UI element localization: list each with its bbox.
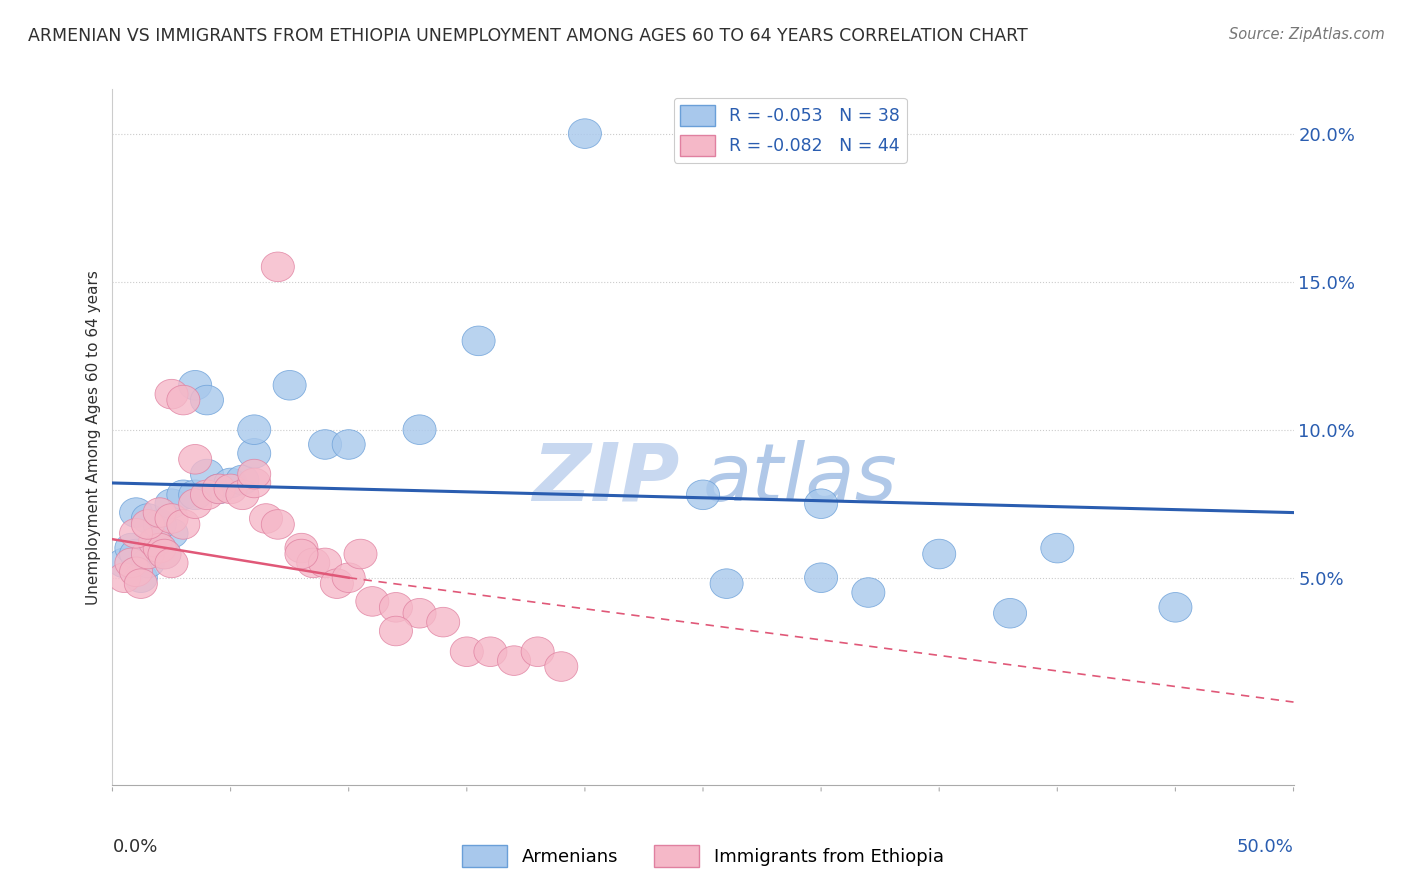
Ellipse shape <box>131 548 165 578</box>
Ellipse shape <box>131 540 165 569</box>
Ellipse shape <box>190 480 224 509</box>
Ellipse shape <box>131 504 165 533</box>
Ellipse shape <box>380 616 412 646</box>
Ellipse shape <box>155 489 188 518</box>
Ellipse shape <box>686 480 720 509</box>
Ellipse shape <box>120 540 153 569</box>
Ellipse shape <box>226 480 259 509</box>
Ellipse shape <box>852 578 884 607</box>
Text: 50.0%: 50.0% <box>1237 838 1294 856</box>
Ellipse shape <box>426 607 460 637</box>
Ellipse shape <box>124 569 157 599</box>
Ellipse shape <box>179 480 212 509</box>
Ellipse shape <box>804 563 838 592</box>
Ellipse shape <box>120 498 153 527</box>
Ellipse shape <box>332 563 366 592</box>
Ellipse shape <box>262 252 294 282</box>
Text: ARMENIAN VS IMMIGRANTS FROM ETHIOPIA UNEMPLOYMENT AMONG AGES 60 TO 64 YEARS CORR: ARMENIAN VS IMMIGRANTS FROM ETHIOPIA UNE… <box>28 27 1028 45</box>
Ellipse shape <box>1040 533 1074 563</box>
Ellipse shape <box>994 599 1026 628</box>
Ellipse shape <box>115 533 148 563</box>
Ellipse shape <box>108 548 141 578</box>
Text: atlas: atlas <box>703 440 898 518</box>
Ellipse shape <box>273 370 307 401</box>
Y-axis label: Unemployment Among Ages 60 to 64 years: Unemployment Among Ages 60 to 64 years <box>86 269 101 605</box>
Ellipse shape <box>238 439 271 468</box>
Ellipse shape <box>344 540 377 569</box>
Ellipse shape <box>179 370 212 401</box>
Ellipse shape <box>190 385 224 415</box>
Ellipse shape <box>167 385 200 415</box>
Ellipse shape <box>138 527 172 557</box>
Ellipse shape <box>214 468 247 498</box>
Ellipse shape <box>922 540 956 569</box>
Ellipse shape <box>356 587 389 616</box>
Text: Source: ZipAtlas.com: Source: ZipAtlas.com <box>1229 27 1385 42</box>
Legend: R = -0.053   N = 38, R = -0.082   N = 44: R = -0.053 N = 38, R = -0.082 N = 44 <box>673 98 907 163</box>
Ellipse shape <box>568 119 602 148</box>
Ellipse shape <box>167 480 200 509</box>
Ellipse shape <box>138 527 172 557</box>
Ellipse shape <box>214 474 247 504</box>
Ellipse shape <box>226 466 259 495</box>
Ellipse shape <box>131 509 165 540</box>
Ellipse shape <box>332 430 366 459</box>
Ellipse shape <box>249 504 283 533</box>
Ellipse shape <box>404 599 436 628</box>
Ellipse shape <box>155 548 188 578</box>
Ellipse shape <box>710 569 744 599</box>
Ellipse shape <box>179 444 212 474</box>
Ellipse shape <box>308 548 342 578</box>
Ellipse shape <box>1159 592 1192 622</box>
Ellipse shape <box>120 518 153 548</box>
Ellipse shape <box>155 379 188 409</box>
Ellipse shape <box>804 489 838 518</box>
Text: 0.0%: 0.0% <box>112 838 157 856</box>
Ellipse shape <box>498 646 530 675</box>
Ellipse shape <box>124 563 157 592</box>
Ellipse shape <box>297 548 330 578</box>
Ellipse shape <box>148 540 181 569</box>
Ellipse shape <box>179 489 212 518</box>
Ellipse shape <box>167 509 200 540</box>
Ellipse shape <box>108 563 141 592</box>
Ellipse shape <box>115 548 148 578</box>
Ellipse shape <box>450 637 484 666</box>
Ellipse shape <box>143 533 176 563</box>
Ellipse shape <box>120 557 153 587</box>
Ellipse shape <box>190 459 224 489</box>
Ellipse shape <box>143 509 176 540</box>
Ellipse shape <box>308 430 342 459</box>
Ellipse shape <box>285 540 318 569</box>
Ellipse shape <box>143 498 176 527</box>
Ellipse shape <box>474 637 508 666</box>
Ellipse shape <box>544 652 578 681</box>
Ellipse shape <box>380 592 412 622</box>
Ellipse shape <box>238 459 271 489</box>
Ellipse shape <box>202 474 235 504</box>
Ellipse shape <box>143 533 176 563</box>
Ellipse shape <box>463 326 495 356</box>
Ellipse shape <box>321 569 353 599</box>
Text: ZIP: ZIP <box>531 440 679 518</box>
Ellipse shape <box>238 468 271 498</box>
Ellipse shape <box>148 540 181 569</box>
Ellipse shape <box>155 504 188 533</box>
Ellipse shape <box>262 509 294 540</box>
Ellipse shape <box>202 474 235 504</box>
Legend: Armenians, Immigrants from Ethiopia: Armenians, Immigrants from Ethiopia <box>456 838 950 874</box>
Ellipse shape <box>238 415 271 444</box>
Ellipse shape <box>404 415 436 444</box>
Ellipse shape <box>285 533 318 563</box>
Ellipse shape <box>155 518 188 548</box>
Ellipse shape <box>522 637 554 666</box>
